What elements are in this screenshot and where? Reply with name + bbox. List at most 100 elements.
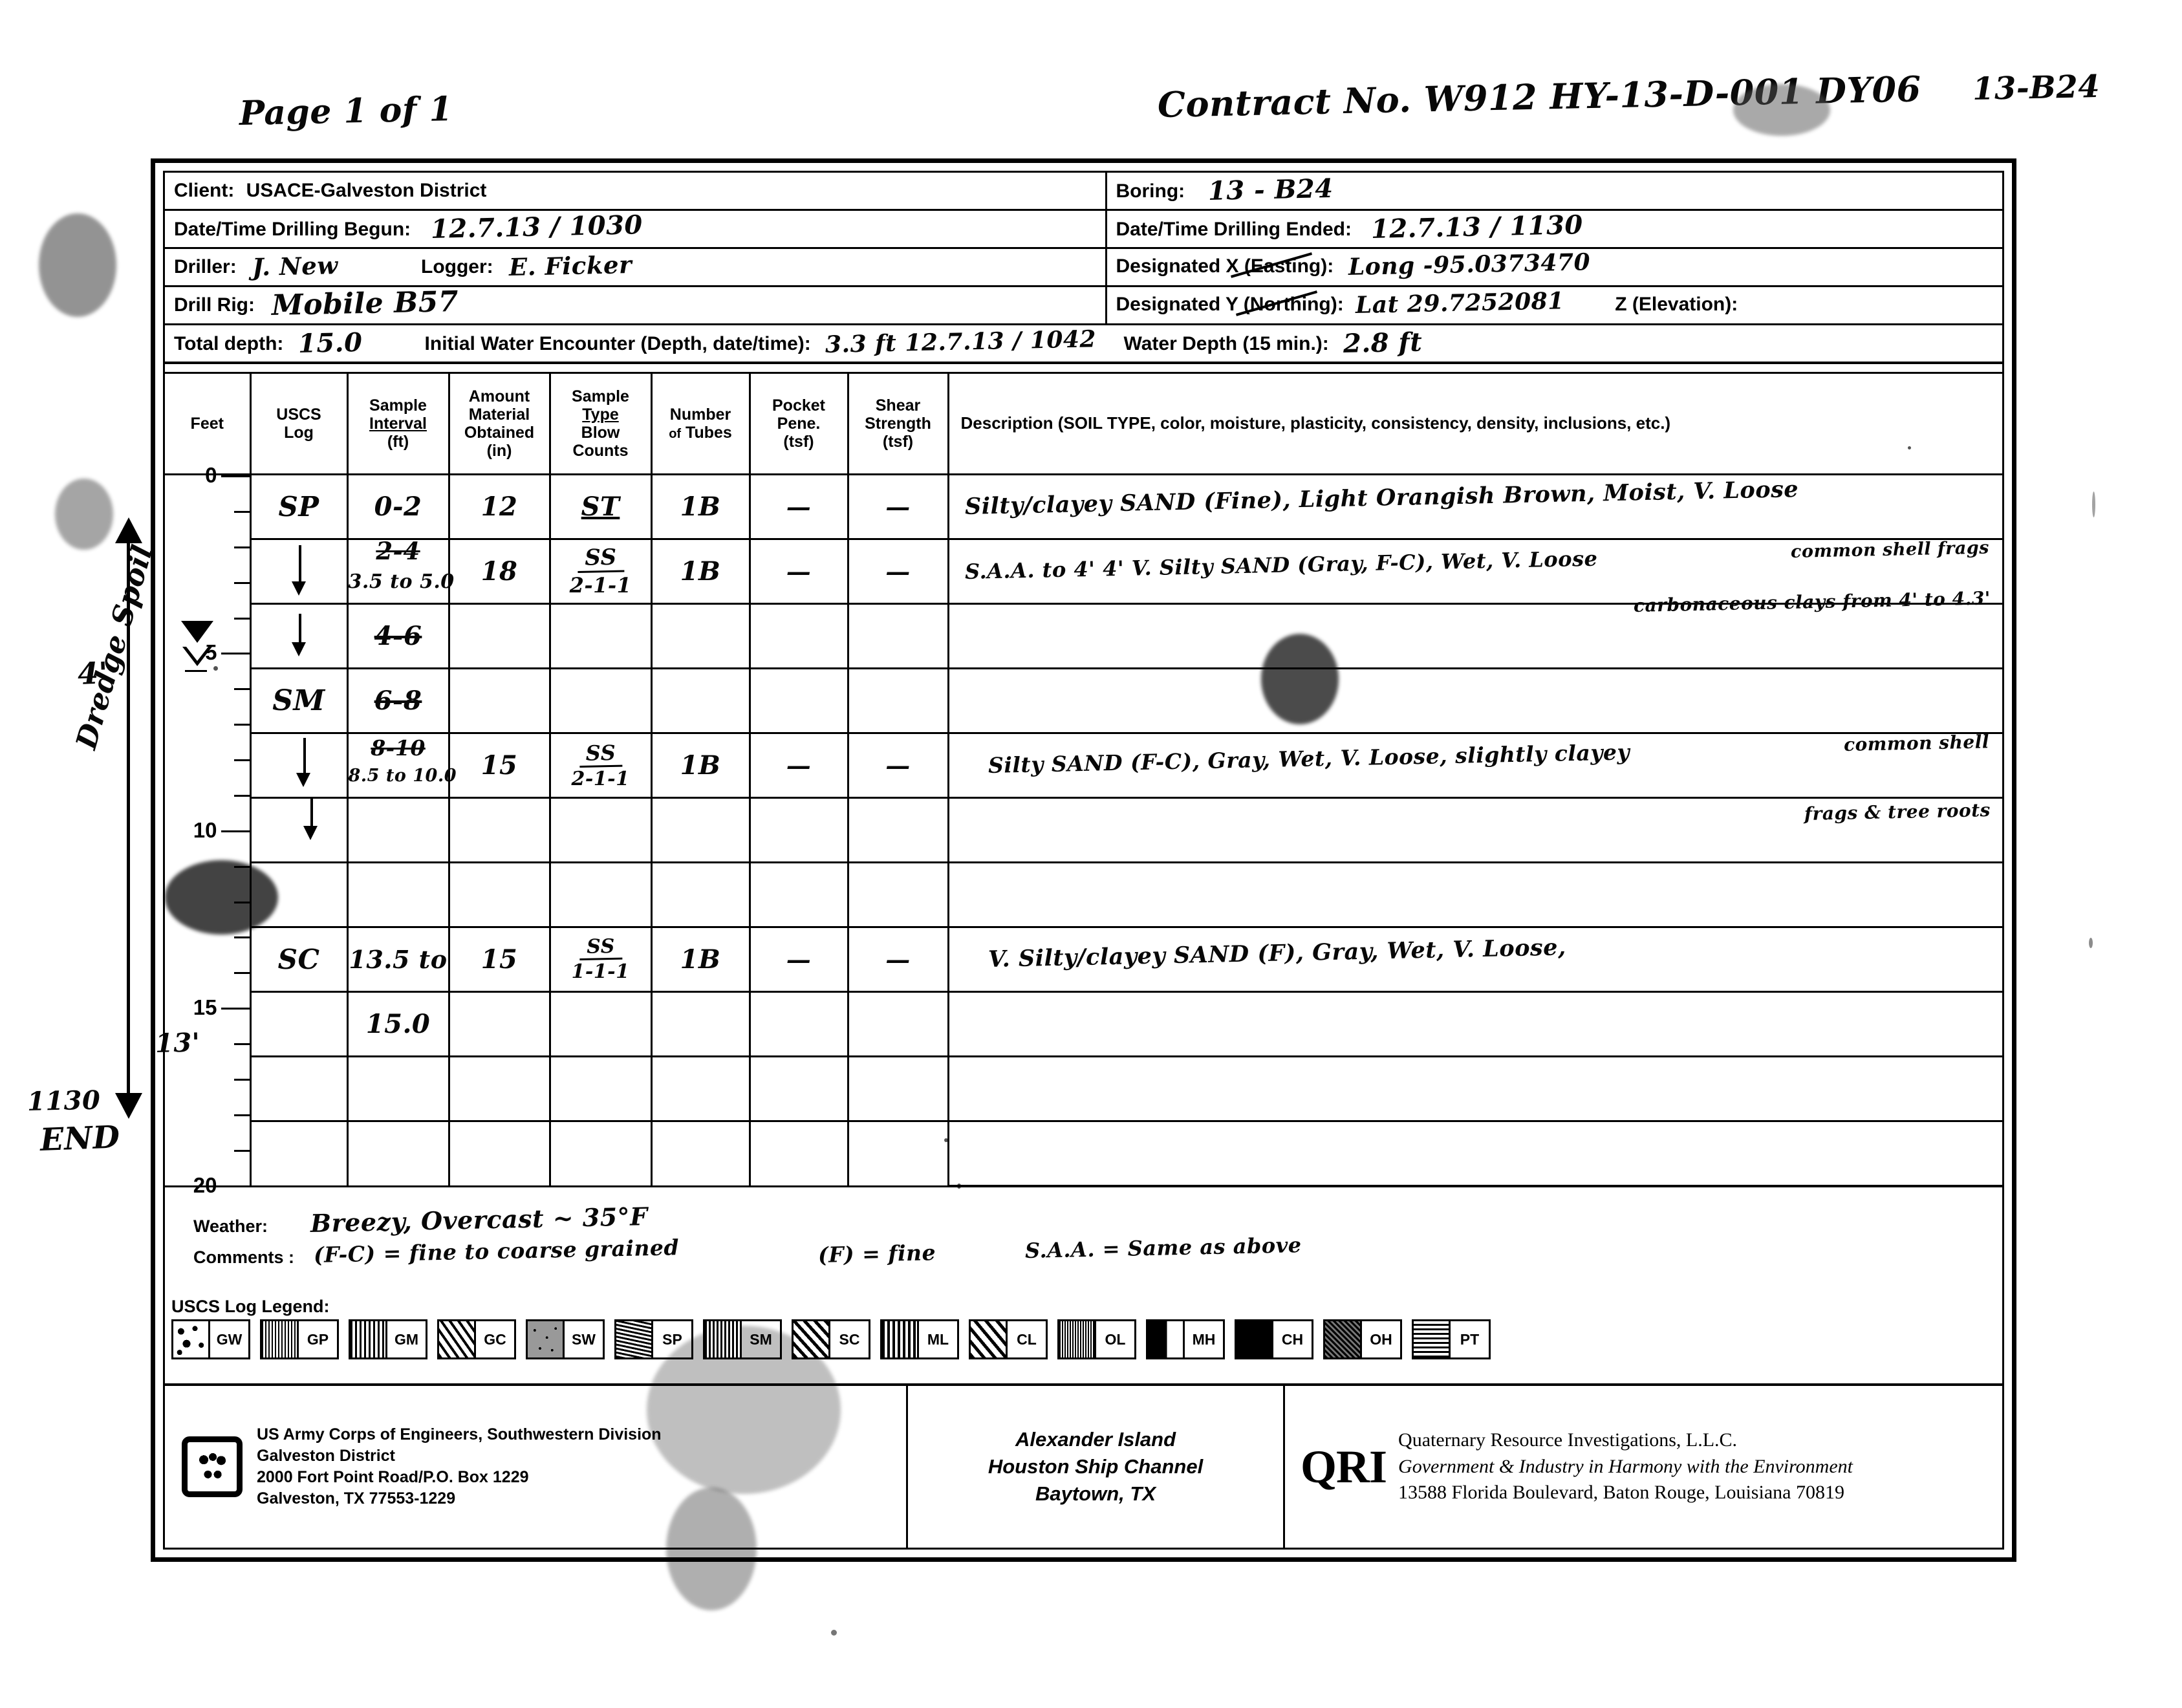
cell-tubes[interactable] [650,667,751,734]
table-row[interactable]: SC 13.5 to 15 SS 1-1-1 1B — — V. Silty/c… [165,926,2002,993]
cell-uscs[interactable] [249,603,349,669]
cell-sample-type[interactable] [548,667,653,734]
cell-tubes[interactable] [650,1120,751,1187]
cell-amount[interactable] [448,991,551,1057]
cell-interval[interactable] [346,1120,450,1187]
comments-row[interactable]: Comments : [193,1248,294,1268]
cell-pocket-pene[interactable] [748,861,849,928]
cell-shear[interactable] [847,991,949,1057]
cell-description[interactable]: frags & tree roots [947,797,2002,863]
table-row[interactable]: 0 5 10 15 20 SP 0-2 12 ST 1B — — Silty/claye… [165,463,2002,1197]
cell-description[interactable]: V. Silty/clayey SAND (F), Gray, Wet, V. … [947,926,2002,993]
cell-shear[interactable]: — [847,732,949,799]
cell-sample-type[interactable] [548,1055,653,1122]
cell-interval[interactable] [346,861,450,928]
cell-description[interactable] [947,861,2002,928]
table-row[interactable]: frags & tree roots [165,797,2002,863]
cell-shear[interactable] [847,797,949,863]
cell-tubes[interactable]: 1B [650,473,751,540]
cell-shear[interactable]: — [847,538,949,605]
cell-sample-type[interactable] [548,603,653,669]
cell-tubes[interactable] [650,797,751,863]
cell-interval[interactable]: 6-8 [346,667,450,734]
cell-shear[interactable] [847,1055,949,1122]
cell-pocket-pene[interactable] [748,1120,849,1187]
cell-description[interactable]: Silty SAND (F-C), Gray, Wet, V. Loose, s… [947,731,2002,799]
weather-row[interactable]: Weather: [193,1216,268,1237]
cell-pocket-pene[interactable]: — [748,538,849,605]
cell-tubes[interactable] [650,861,751,928]
cell-description[interactable] [947,1055,2002,1122]
cell-description[interactable]: Silty/clayey SAND (Fine), Light Orangish… [947,473,2002,540]
cell-sample-type[interactable]: SS 2-1-1 [548,538,653,605]
drill-rig-field[interactable]: Drill Rig: Mobile B57 [165,285,1106,325]
cell-interval[interactable]: 13.5 to [346,926,450,993]
cell-sample-type[interactable]: ST [548,473,653,540]
cell-amount[interactable] [448,603,551,669]
northing-field[interactable]: Designated Y (Northing): Lat 29.7252081 … [1105,286,2002,325]
cell-pocket-pene[interactable]: — [748,473,849,540]
cell-amount[interactable] [448,667,551,734]
cell-pocket-pene[interactable] [748,667,849,734]
cell-shear[interactable]: — [847,473,949,540]
drilling-ended-field[interactable]: Date/Time Drilling Ended: 12.7.13 / 1130 [1105,210,2002,249]
cell-shear[interactable] [847,667,949,734]
cell-uscs[interactable] [249,538,349,605]
cell-interval[interactable] [346,1055,450,1122]
cell-uscs[interactable] [249,1055,349,1122]
cell-tubes[interactable]: 1B [650,732,751,799]
cell-amount[interactable]: 15 [448,926,551,993]
drilling-begun-field[interactable]: Date/Time Drilling Begun: 12.7.13 / 1030 [165,210,1106,249]
cell-amount[interactable]: 18 [448,538,551,605]
cell-amount[interactable] [448,1055,551,1122]
cell-uscs[interactable] [249,991,349,1057]
cell-uscs[interactable]: SC [249,926,349,993]
client-field[interactable]: Client: USACE-Galveston District [165,173,1106,211]
cell-pocket-pene[interactable] [748,1055,849,1122]
table-row[interactable] [165,1055,2002,1122]
cell-sample-type[interactable] [548,797,653,863]
cell-interval[interactable]: 4-6 [346,603,450,669]
cell-uscs[interactable]: SP [249,473,349,540]
table-row[interactable]: 8-10 8.5 to 10.0 15 SS 2-1-1 1B — — Silt… [165,731,2002,799]
cell-interval[interactable] [346,797,450,863]
cell-pocket-pene[interactable] [748,797,849,863]
cell-shear[interactable] [847,1120,949,1187]
cell-description[interactable] [947,1120,2002,1187]
cell-pocket-pene[interactable] [748,991,849,1057]
cell-uscs[interactable]: SM [249,667,349,734]
driller-logger-field[interactable]: Driller: J. New Logger: E. Ficker [165,248,1106,287]
cell-shear[interactable] [847,861,949,928]
cell-interval[interactable]: 15.0 [346,991,450,1057]
cell-shear[interactable] [847,603,949,669]
cell-pocket-pene[interactable]: — [748,732,849,799]
cell-description[interactable]: carbonaceous clays from 4' to 4.3' [947,587,2002,669]
cell-sample-type[interactable]: SS 1-1-1 [548,926,653,993]
total-depth-water-field[interactable]: Total depth: 15.0 Initial Water Encounte… [165,324,2002,364]
table-row[interactable]: 2-4 3.5 to 5.0 18 SS 2-1-1 1B — — S.A.A.… [165,537,2002,605]
cell-sample-type[interactable] [548,861,653,928]
cell-tubes[interactable]: 1B [650,538,751,605]
cell-uscs[interactable] [249,732,349,799]
cell-amount[interactable] [448,797,551,863]
cell-uscs[interactable] [249,861,349,928]
cell-amount[interactable]: 12 [448,473,551,540]
cell-description[interactable] [947,991,2002,1057]
cell-amount[interactable]: 15 [448,732,551,799]
cell-sample-type[interactable] [548,1120,653,1187]
boring-field[interactable]: Boring: 13 - B24 [1105,173,2002,211]
cell-pocket-pene[interactable] [748,603,849,669]
cell-tubes[interactable] [650,603,751,669]
table-row[interactable] [165,861,2002,928]
cell-uscs[interactable] [249,1120,349,1187]
cell-shear[interactable]: — [847,926,949,993]
easting-field[interactable]: Designated X (Easting): Long -95.0373470 [1105,248,2002,287]
cell-amount[interactable] [448,861,551,928]
cell-interval[interactable]: 0-2 [346,473,450,540]
cell-uscs[interactable] [249,797,349,863]
cell-tubes[interactable] [650,991,751,1057]
cell-tubes[interactable] [650,1055,751,1122]
table-row[interactable]: 4-6 carbonaceous clays from 4' to 4.3' [165,587,2002,669]
cell-sample-type[interactable] [548,991,653,1057]
cell-amount[interactable] [448,1120,551,1187]
